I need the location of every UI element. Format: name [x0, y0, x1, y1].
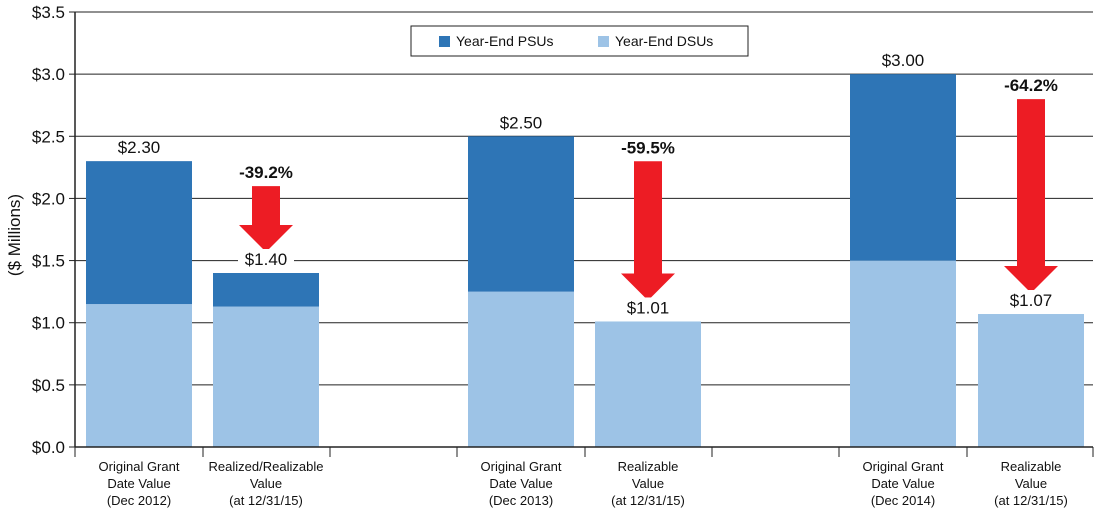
change-label: -39.2%: [239, 163, 293, 182]
value-label-bg: [1003, 290, 1059, 311]
y-tick-label: $2.0: [32, 189, 65, 208]
change-label-bg: [997, 75, 1065, 96]
value-label-bg: [111, 137, 167, 158]
legend-swatch: [439, 36, 450, 47]
value-label-bg: [493, 112, 549, 133]
change-label-bg: [614, 137, 682, 158]
legend-label: Year-End DSUs: [615, 33, 713, 49]
bar-year-end-dsus-6: [978, 314, 1084, 447]
bar-year-end-psus-1: [86, 161, 192, 305]
category-label: Original Grant Date Value (Dec 2014): [863, 459, 944, 508]
labels: $2.30 $1.40 $2.50 $1.01 $3.00 $1.07 -39.2% -59.…: [111, 50, 1065, 318]
axes: $0.0 $0.5 $1.0 $1.5 $2.0 $2.5 $3.0 $3.5 ($ Milli…: [5, 3, 1094, 508]
change-label: -59.5%: [621, 138, 675, 157]
bars: [86, 74, 1084, 447]
value-label: $1.01: [627, 298, 670, 317]
legend-swatch: [598, 36, 609, 47]
y-axis-label: ($ Millions): [5, 194, 24, 276]
value-label: $2.50: [500, 113, 543, 132]
bar-year-end-psus-5: [850, 74, 956, 261]
value-label-bg: [238, 249, 294, 269]
value-label: $1.07: [1010, 291, 1053, 310]
legend-label: Year-End PSUs: [456, 33, 554, 49]
bar-year-end-dsus-5: [850, 260, 956, 447]
y-tick-label: $0.5: [32, 376, 65, 395]
legend-box: [410, 25, 749, 57]
category-label: Realizable Value (at 12/31/15): [611, 459, 685, 508]
y-tick-label: $0.0: [32, 438, 65, 457]
value-label-bg: [875, 50, 931, 71]
value-label: $1.40: [245, 250, 288, 269]
y-tick-label: $1.5: [32, 252, 65, 271]
down-arrow-icon: [1004, 99, 1058, 294]
bar-year-end-psus-3: [468, 136, 574, 292]
bar-year-end-psus-2: [213, 273, 319, 307]
bar-year-end-dsus-3: [468, 291, 574, 447]
value-label: $2.30: [118, 138, 161, 157]
category-label: Original Grant Date Value (Dec 2012): [99, 459, 180, 508]
down-arrow-icon: [621, 161, 675, 301]
change-arrows: [239, 99, 1058, 301]
y-tick-label: $1.0: [32, 314, 65, 333]
y-tick-label: $2.5: [32, 127, 65, 146]
bar-year-end-dsus-1: [86, 304, 192, 447]
bar-year-end-dsus-4: [595, 321, 701, 447]
change-label: -64.2%: [1004, 76, 1058, 95]
category-label: Original Grant Date Value (Dec 2013): [481, 459, 562, 508]
change-label-bg: [232, 162, 300, 183]
category-label: Realized/Realizable Value (at 12/31/15): [209, 459, 324, 508]
bar-year-end-dsus-2: [213, 306, 319, 447]
down-arrow-icon: [239, 186, 293, 252]
value-label-bg: [620, 297, 676, 318]
value-label: $3.00: [882, 51, 925, 70]
y-tick-label: $3.5: [32, 3, 65, 22]
y-tick-label: $3.0: [32, 65, 65, 84]
category-label: Realizable Value (at 12/31/15): [994, 459, 1068, 508]
legend: Year-End PSUs Year-End DSUs: [410, 25, 749, 57]
